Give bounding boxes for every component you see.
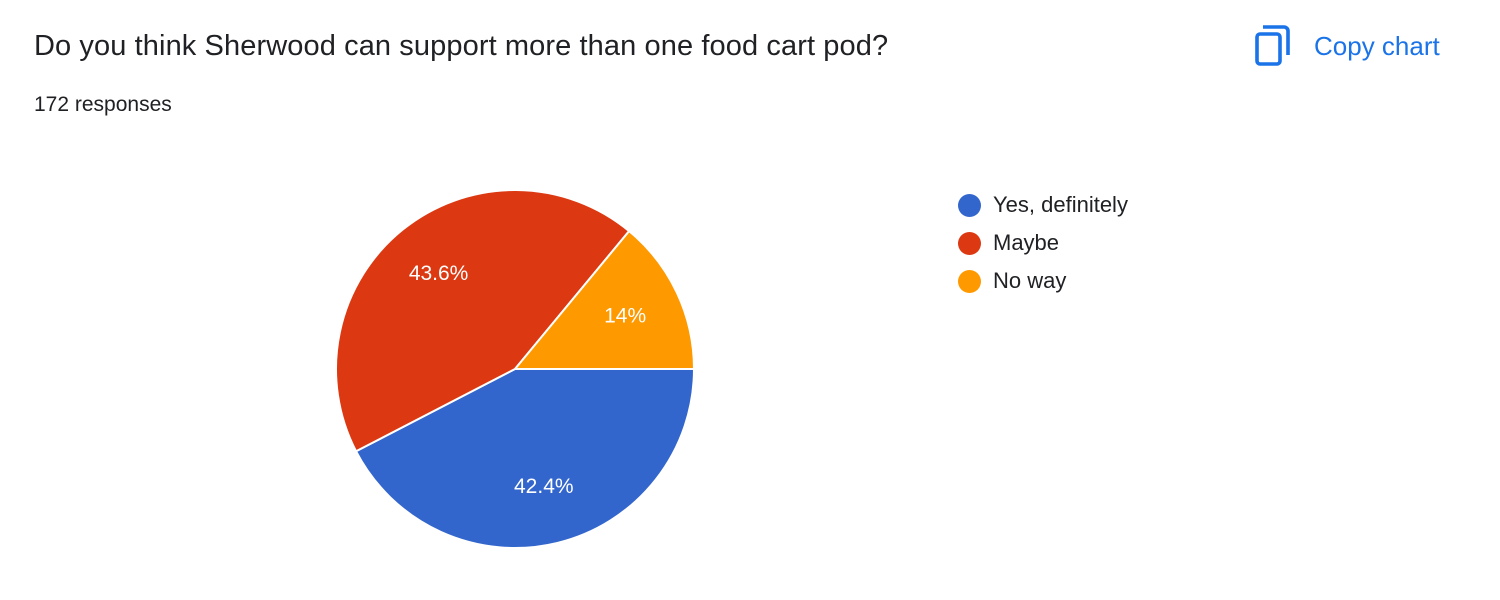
legend-swatch bbox=[958, 193, 981, 217]
copy-icon bbox=[1255, 25, 1290, 66]
question-title: Do you think Sherwood can support more t… bbox=[34, 30, 889, 62]
legend-item-no-way[interactable]: No way bbox=[958, 262, 1128, 300]
slice-percent-label: 42.4% bbox=[514, 475, 574, 498]
legend-swatch bbox=[958, 231, 981, 255]
legend-item-yes-definitely[interactable]: Yes, definitely bbox=[958, 186, 1128, 224]
legend-label: Yes, definitely bbox=[993, 192, 1128, 217]
pie-slice-yes-definitely[interactable] bbox=[354, 368, 696, 549]
slice-percent-label: 43.6% bbox=[409, 262, 469, 285]
legend-label: Maybe bbox=[993, 230, 1060, 255]
pie-labels: 42.4% 43.6% 14% bbox=[409, 262, 646, 498]
slice-percent-label: 14% bbox=[604, 305, 646, 328]
copy-chart-button[interactable]: Copy chart bbox=[1254, 24, 1440, 68]
legend-swatch bbox=[958, 269, 981, 293]
pie-slices bbox=[335, 189, 696, 549]
legend: Yes, definitely Maybe No way bbox=[958, 186, 1128, 300]
legend-label: No way bbox=[993, 268, 1067, 293]
copy-chart-label: Copy chart bbox=[1314, 30, 1440, 61]
response-count: 172 responses bbox=[34, 93, 172, 116]
legend-item-maybe[interactable]: Maybe bbox=[958, 224, 1128, 262]
pie-slice-maybe[interactable] bbox=[335, 189, 631, 453]
pie-slice-no-way[interactable] bbox=[512, 229, 696, 370]
